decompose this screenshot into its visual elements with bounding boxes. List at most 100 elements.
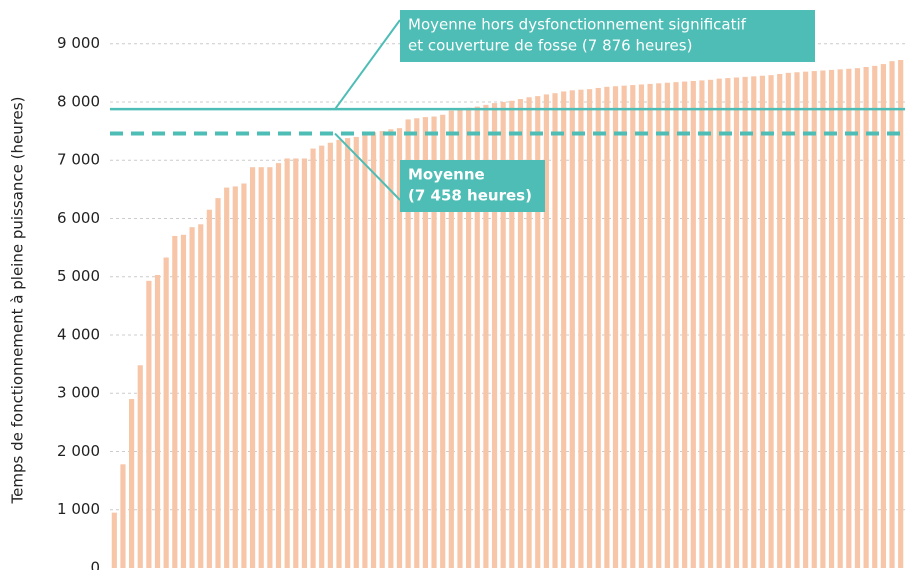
bar (664, 82, 670, 568)
bar (604, 86, 610, 568)
bar (370, 132, 377, 568)
bar (707, 79, 714, 568)
annotation-text: et couverture de fosse (7 876 heures) (408, 37, 692, 55)
annotation-box (400, 160, 545, 212)
bar (353, 136, 359, 568)
y-tick-label: 2 000 (57, 442, 100, 460)
bar (319, 145, 325, 568)
bar (837, 69, 843, 568)
bar (569, 90, 575, 569)
bar (811, 71, 817, 569)
bar (215, 198, 221, 569)
bar (301, 158, 308, 568)
y-tick-label: 8 000 (57, 92, 100, 110)
bar (474, 106, 480, 569)
bar (526, 97, 532, 568)
bar (422, 117, 428, 568)
bar (500, 101, 506, 568)
bar (431, 116, 437, 568)
bar (440, 114, 446, 568)
bar (794, 72, 800, 568)
bar (405, 119, 411, 568)
bar (345, 138, 351, 568)
bar (733, 77, 740, 569)
bar (310, 148, 316, 569)
bar (820, 70, 826, 568)
bar (232, 186, 238, 568)
bar (198, 224, 204, 569)
y-tick-label: 6 000 (57, 209, 100, 227)
bar (284, 158, 290, 568)
bar (621, 85, 627, 568)
bar (543, 94, 549, 569)
bar (379, 131, 385, 569)
y-tick-label: 1 000 (57, 500, 100, 518)
bar (163, 257, 169, 568)
bar (241, 183, 247, 568)
bar (509, 100, 515, 568)
bar (180, 234, 187, 569)
bar (111, 512, 117, 568)
bar (759, 75, 766, 568)
y-tick-label: 9 000 (57, 34, 100, 52)
bar (742, 76, 748, 568)
bar (647, 83, 653, 569)
bar (267, 167, 273, 568)
bar (682, 81, 688, 569)
bar (457, 108, 463, 568)
bar (336, 139, 342, 569)
bar (578, 89, 584, 568)
bar (224, 187, 230, 569)
bar (172, 235, 178, 568)
bar (396, 128, 403, 568)
bar (638, 84, 645, 568)
bar (137, 365, 143, 568)
bar (595, 87, 601, 569)
bar (785, 72, 791, 569)
bar (803, 71, 809, 568)
bar (258, 167, 264, 568)
bar (483, 104, 489, 568)
y-tick-label: 7 000 (57, 151, 100, 169)
bar (863, 66, 869, 568)
bar (854, 68, 861, 568)
annotation-text: (7 458 heures) (408, 187, 532, 205)
bar (872, 65, 878, 568)
bar (552, 93, 558, 568)
bar (699, 80, 705, 568)
bar (630, 85, 636, 569)
bar (448, 110, 454, 568)
bar (249, 167, 256, 568)
bar (561, 91, 567, 569)
annotation-connector (334, 132, 401, 201)
bar (656, 83, 662, 568)
bar (612, 86, 619, 569)
bar (491, 103, 498, 569)
bar (889, 61, 895, 569)
y-axis-label: Temps de fonctionnement à pleine puissan… (9, 97, 27, 505)
bar (146, 280, 152, 568)
bar (690, 80, 696, 568)
bar (206, 209, 212, 568)
bar (388, 129, 394, 568)
bar (414, 118, 420, 569)
bar (129, 399, 135, 568)
annotation-connector (334, 19, 401, 110)
bar (327, 142, 333, 568)
bar (768, 75, 774, 569)
bar (673, 82, 679, 568)
y-tick-label: 4 000 (57, 325, 100, 343)
bar (777, 73, 783, 568)
bar (725, 78, 731, 568)
bar (120, 464, 126, 568)
y-tick-label: 5 000 (57, 267, 100, 285)
annotation-box (400, 10, 815, 62)
annotation-text: Moyenne (408, 166, 485, 184)
y-tick-label: 0 (90, 559, 100, 570)
bar (880, 64, 886, 568)
bar (716, 78, 722, 569)
bar (535, 96, 541, 568)
bar (189, 227, 195, 568)
bar (362, 133, 368, 568)
